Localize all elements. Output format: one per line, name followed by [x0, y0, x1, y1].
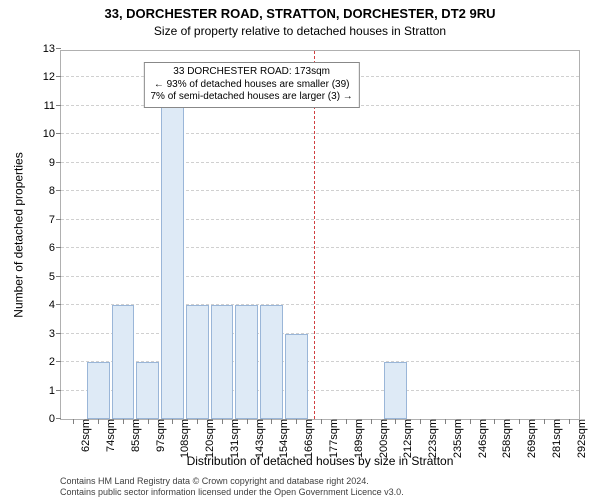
chart-container: 33, DORCHESTER ROAD, STRATTON, DORCHESTE…	[0, 0, 600, 500]
x-tick-label: 97sqm	[153, 419, 167, 452]
x-tick-mark	[247, 419, 248, 424]
gridline	[61, 133, 579, 134]
histogram-bar	[186, 305, 209, 419]
x-tick-mark	[271, 419, 272, 424]
y-tick-label: 0	[49, 413, 61, 425]
y-tick-label: 4	[49, 299, 61, 311]
histogram-bar	[161, 106, 184, 419]
gridline	[61, 304, 579, 305]
x-tick-label: 258sqm	[499, 419, 513, 458]
x-tick-mark	[73, 419, 74, 424]
x-tick-mark	[346, 419, 347, 424]
gridline	[61, 333, 579, 334]
x-tick-label: 108sqm	[177, 419, 191, 458]
gridline	[61, 190, 579, 191]
x-tick-label: 269sqm	[524, 419, 538, 458]
x-tick-mark	[148, 419, 149, 424]
plot-area: 01234567891011121362sqm74sqm85sqm97sqm10…	[60, 50, 580, 420]
plot-inner: 01234567891011121362sqm74sqm85sqm97sqm10…	[60, 50, 580, 420]
x-tick-label: 212sqm	[400, 419, 414, 458]
x-tick-mark	[470, 419, 471, 424]
x-tick-mark	[371, 419, 372, 424]
gridline	[61, 276, 579, 277]
x-tick-label: 177sqm	[326, 419, 340, 458]
y-tick-label: 11	[44, 100, 61, 112]
y-tick-label: 1	[49, 385, 61, 397]
x-tick-label: 154sqm	[276, 419, 290, 458]
x-tick-label: 281sqm	[549, 419, 563, 458]
histogram-bar	[211, 305, 234, 419]
x-tick-label: 143sqm	[252, 419, 266, 458]
chart-subtitle: Size of property relative to detached ho…	[0, 24, 600, 38]
y-tick-label: 6	[49, 242, 61, 254]
attribution-text: Contains HM Land Registry data © Crown c…	[60, 476, 580, 499]
y-tick-label: 7	[49, 214, 61, 226]
x-tick-mark	[544, 419, 545, 424]
x-tick-label: 292sqm	[574, 419, 588, 458]
y-tick-label: 2	[49, 356, 61, 368]
histogram-bar	[285, 334, 308, 419]
y-tick-label: 8	[49, 185, 61, 197]
y-tick-label: 10	[43, 128, 61, 140]
histogram-bar	[235, 305, 258, 419]
y-tick-label: 12	[43, 71, 61, 83]
x-tick-label: 235sqm	[450, 419, 464, 458]
x-tick-label: 189sqm	[351, 419, 365, 458]
x-tick-mark	[172, 419, 173, 424]
x-axis-label: Distribution of detached houses by size …	[60, 454, 580, 468]
x-tick-label: 223sqm	[425, 419, 439, 458]
x-tick-label: 85sqm	[128, 419, 142, 452]
x-tick-mark	[98, 419, 99, 424]
y-tick-label: 3	[49, 328, 61, 340]
x-tick-mark	[420, 419, 421, 424]
x-tick-mark	[222, 419, 223, 424]
y-tick-label: 9	[49, 157, 61, 169]
x-tick-mark	[519, 419, 520, 424]
x-tick-mark	[296, 419, 297, 424]
x-tick-mark	[445, 419, 446, 424]
x-tick-mark	[321, 419, 322, 424]
histogram-bar	[112, 305, 135, 419]
x-tick-label: 246sqm	[475, 419, 489, 458]
x-tick-mark	[494, 419, 495, 424]
x-tick-mark	[569, 419, 570, 424]
y-tick-label: 5	[49, 271, 61, 283]
x-tick-label: 200sqm	[376, 419, 390, 458]
x-tick-mark	[197, 419, 198, 424]
x-tick-label: 166sqm	[301, 419, 315, 458]
histogram-bar	[136, 362, 159, 419]
gridline	[61, 162, 579, 163]
chart-title: 33, DORCHESTER ROAD, STRATTON, DORCHESTE…	[0, 6, 600, 21]
y-tick-label: 13	[43, 43, 61, 55]
x-tick-label: 131sqm	[227, 419, 241, 458]
annotation-box: 33 DORCHESTER ROAD: 173sqm← 93% of detac…	[143, 62, 359, 108]
x-tick-label: 74sqm	[103, 419, 117, 452]
x-tick-mark	[123, 419, 124, 424]
x-tick-label: 62sqm	[78, 419, 92, 452]
gridline	[61, 247, 579, 248]
y-axis-label: Number of detached properties	[12, 50, 26, 420]
x-tick-label: 120sqm	[202, 419, 216, 458]
x-tick-mark	[395, 419, 396, 424]
histogram-bar	[260, 305, 283, 419]
histogram-bar	[87, 362, 110, 419]
gridline	[61, 219, 579, 220]
histogram-bar	[384, 362, 407, 419]
